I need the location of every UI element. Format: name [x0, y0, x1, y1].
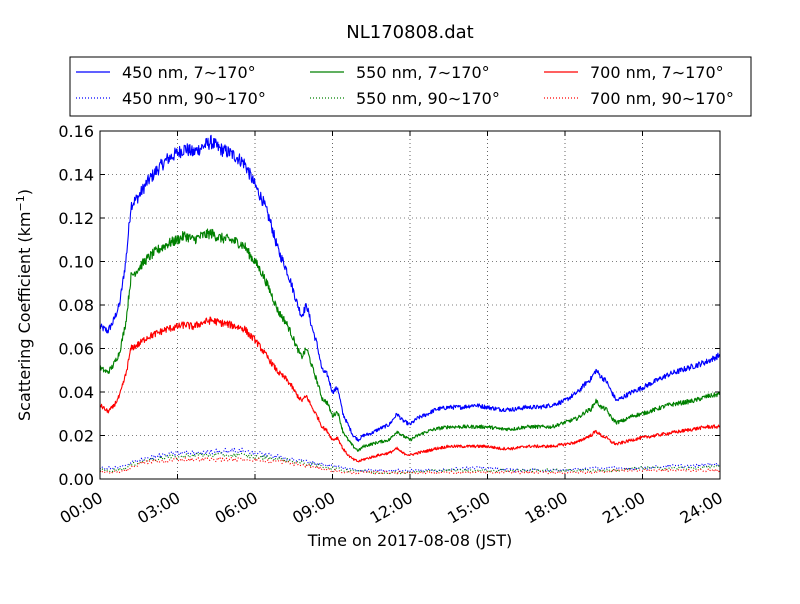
series-line-3 [99, 447, 721, 473]
legend-label: 700 nm, 7∼170° [590, 63, 724, 82]
y-axis-label-main: Scattering Coefficient (km [15, 211, 34, 421]
series-lines [99, 134, 721, 475]
y-tick-label: 0.06 [58, 340, 94, 359]
y-tick-label: 0.08 [58, 296, 94, 315]
y-tick-label: 0.16 [58, 122, 94, 141]
legend-frame [69, 56, 752, 117]
y-axis-label-suffix: ) [15, 189, 34, 195]
series-line-1 [99, 228, 721, 452]
legend-label: 550 nm, 90∼170° [356, 89, 500, 108]
y-tick-label: 0.14 [58, 166, 94, 185]
legend-label: 450 nm, 7∼170° [122, 63, 256, 82]
x-axis-label: Time on 2017-08-08 (JST) [307, 531, 512, 550]
y-tick-label: 0.00 [58, 470, 94, 489]
series-line-2 [99, 316, 721, 463]
y-tick-label: 0.04 [58, 383, 94, 402]
legend-label: 550 nm, 7∼170° [356, 63, 490, 82]
y-tick-label: 0.02 [58, 427, 94, 446]
y-tick-label: 0.10 [58, 253, 94, 272]
y-axis-label-unit-exponent: −1 [14, 195, 27, 211]
chart-title: NL170808.dat [346, 22, 473, 43]
legend-label: 700 nm, 90∼170° [590, 89, 734, 108]
legend-label: 450 nm, 90∼170° [122, 89, 266, 108]
series-line-5 [99, 456, 721, 475]
series-line-0 [99, 134, 721, 442]
y-axis-label: Scattering Coefficient (km−1) [14, 189, 34, 421]
legend: 450 nm, 7∼170° 550 nm, 7∼170° 700 nm, 7∼17… [69, 56, 752, 117]
y-tick-label: 0.12 [58, 209, 94, 228]
